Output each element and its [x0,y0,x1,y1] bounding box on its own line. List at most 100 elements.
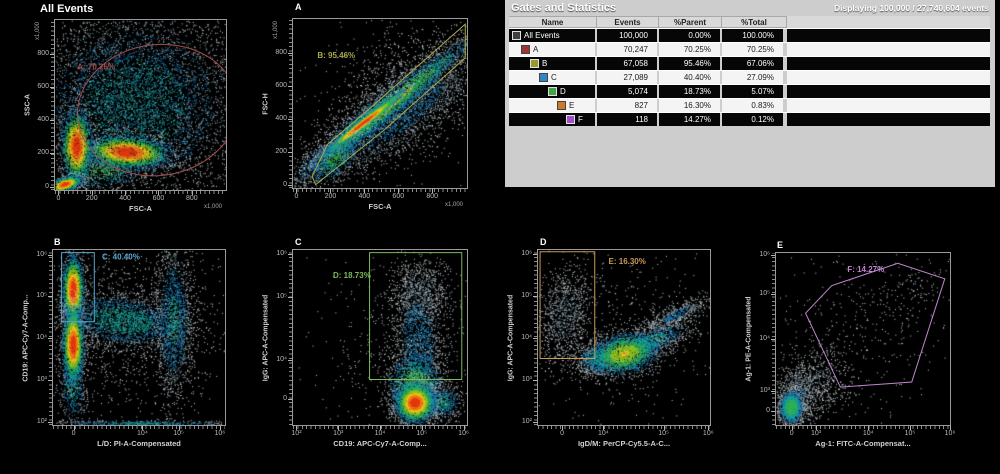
plot-plot-d-xtick-mark [562,426,564,430]
plot-all-events-gate-overlay[interactable]: A: 70.25% [55,20,226,190]
plot-plot-a-density-canvas[interactable] [293,19,467,188]
gate-row-c[interactable]: C 27,089 40.40% 27.09% [509,71,990,84]
gate-name-label: All Events [524,31,560,40]
plot-plot-e-xtick-label: 10⁴ [862,430,874,437]
gate-color-swatch [566,115,575,124]
plot-plot-d-title: D [540,237,547,247]
gate-row-e[interactable]: E 827 16.30% 0.83% [509,99,990,112]
plot-plot-e-x-axis-ticks [776,426,950,429]
plot-plot-a-ytick-label: 600 [275,81,287,89]
plot-plot-a-gate-overlay[interactable]: B: 95.46% [293,19,467,188]
gate-row-b[interactable]: B 67,058 95.46% 67.06% [509,57,990,70]
plot-plot-b-ytick-label: 10³ [36,375,47,383]
gate-e-shape[interactable] [539,251,596,359]
plot-plot-d-ytick-label: 10³ [521,375,532,383]
plot-plot-c-xtick-mark [296,426,298,430]
percent-parent-cell: 0.00% [659,29,722,42]
plot-plot-a-xtick-mark [330,189,332,193]
events-cell: 100,000 [597,29,659,42]
gate-name-label: C [551,73,557,82]
plot-plot-c-gate-overlay[interactable]: D: 18.73% [293,250,467,425]
plot-plot-e-xtick-mark [816,426,818,430]
plot-plot-a-x-axis-multiplier: x1,000 [445,202,464,208]
plot-plot-d-ytick-label: 10⁶ [521,249,532,257]
plot-all-events-density-canvas[interactable] [55,20,226,190]
percent-total-cell: 0.12% [722,113,787,126]
gate-d-shape[interactable] [369,252,463,380]
plot-plot-a-xtick-label: 400 [358,193,371,200]
gate-row-all-events[interactable]: All Events 100,000 0.00% 100.00% [509,29,990,42]
plot-plot-e-y-axis-label: Ag-1: PE-A-Compensated [745,296,753,382]
plot-plot-c-x-axis-label: CD19: APC-Cy7-A-Comp... [333,439,427,448]
column-header-events[interactable]: Events [597,16,659,28]
plot-plot-e-title: E [777,240,784,250]
plot-plot-c-y-axis-ticks [289,250,292,425]
plot-plot-d-ytick-mark [533,337,537,339]
plot-plot-d-frame[interactable]: E: 16.30% [537,249,711,426]
plot-plot-e-xtick-label: 0 [789,430,794,437]
gate-row-f[interactable]: F 118 14.27% 0.12% [509,113,990,126]
plot-plot-c-density-canvas[interactable] [293,250,467,425]
plot-all-events-xtick-label: 800 [185,195,198,202]
plot-all-events-ytick-label: 600 [37,83,49,91]
plot-plot-b-density-canvas[interactable] [53,250,225,425]
plot-plot-d-xtick-label: 10⁵ [658,430,669,437]
percent-parent-cell: 40.40% [659,71,722,84]
plot-plot-d-density-canvas[interactable] [538,250,710,425]
plot-plot-b-x-axis-label: L/D: PI-A-Compensated [97,439,181,448]
plot-plot-b-xtick-label: 10⁴ [137,430,148,437]
plot-plot-b-xtick-mark [219,426,221,430]
column-header-percent-total[interactable]: %Total [722,16,787,28]
events-cell: 118 [597,113,659,126]
gate-c-shape[interactable] [61,252,95,323]
gate-row-a[interactable]: A 70,247 70.25% 70.25% [509,43,990,56]
column-header-filler [787,16,990,28]
plot-plot-e-ytick-mark [771,339,775,340]
row-filler-cell [787,113,990,126]
panel-title: Gates and Statistics [511,2,617,14]
plot-plot-c-ytick-mark [288,297,292,299]
plot-plot-c-ytick-mark [288,253,292,255]
plot-plot-b-gate-overlay[interactable]: C: 40.40% [53,250,225,425]
gate-c-label: C: 40.40% [102,253,140,262]
plot-plot-a-ytick-mark [288,85,292,87]
plot-plot-b-xtick-mark [142,426,144,430]
gate-a-shape[interactable] [69,34,226,186]
plot-plot-e-ytick-label: 10³ [759,386,770,394]
plot-plot-a-x-axis-label: FSC-A [368,202,392,211]
plot-plot-a-frame[interactable]: B: 95.46% [292,18,468,189]
plot-plot-b-xtick-label: 10⁶ [214,430,226,437]
column-header-percent-parent[interactable]: %Parent [659,16,722,28]
column-header-name[interactable]: Name [509,16,597,28]
plot-plot-e-density-canvas[interactable] [776,253,950,425]
plot-plot-b-ytick-label: 10² [36,417,47,425]
plot-plot-d-ytick-label: 10² [521,417,532,425]
plot-plot-d-gate-overlay[interactable]: E: 16.30% [538,250,710,425]
plot-plot-e-xtick-mark [909,426,911,430]
plot-plot-c-ytick-label: 10⁵ [276,293,287,301]
plot-all-events-ytick-mark [50,153,54,155]
gate-name-label: A [533,45,539,54]
plot-all-events-ytick-mark [50,120,54,122]
plot-plot-c-frame[interactable]: D: 18.73% [292,249,468,426]
gate-row-d[interactable]: D 5,074 18.73% 5.07% [509,85,990,98]
plot-plot-d-xtick-mark [603,426,605,430]
percent-parent-cell: 18.73% [659,85,722,98]
plot-all-events-frame[interactable]: A: 70.25% [54,19,227,191]
plot-plot-b-frame[interactable]: C: 40.40% [52,249,226,426]
plot-all-events-xtick-label: 200 [85,195,98,202]
gate-b-shape[interactable] [311,22,466,186]
gate-f-shape[interactable] [804,262,946,388]
events-cell: 827 [597,99,659,112]
plot-plot-d-ytick-mark [533,295,537,297]
plot-plot-e-frame[interactable]: F: 14.27% [775,252,951,426]
plot-plot-c-xtick-mark [380,426,381,430]
percent-parent-cell: 14.27% [659,113,722,126]
plot-all-events-x-axis-ticks [55,191,226,194]
plot-plot-a-xtick-mark [364,189,366,193]
percent-total-cell: 67.06% [722,57,787,70]
plot-all-events-y-axis-ticks [51,20,54,190]
plot-plot-e-gate-overlay[interactable]: F: 14.27% [776,253,950,425]
plot-all-events-x-axis-multiplier: x1,000 [204,204,223,210]
